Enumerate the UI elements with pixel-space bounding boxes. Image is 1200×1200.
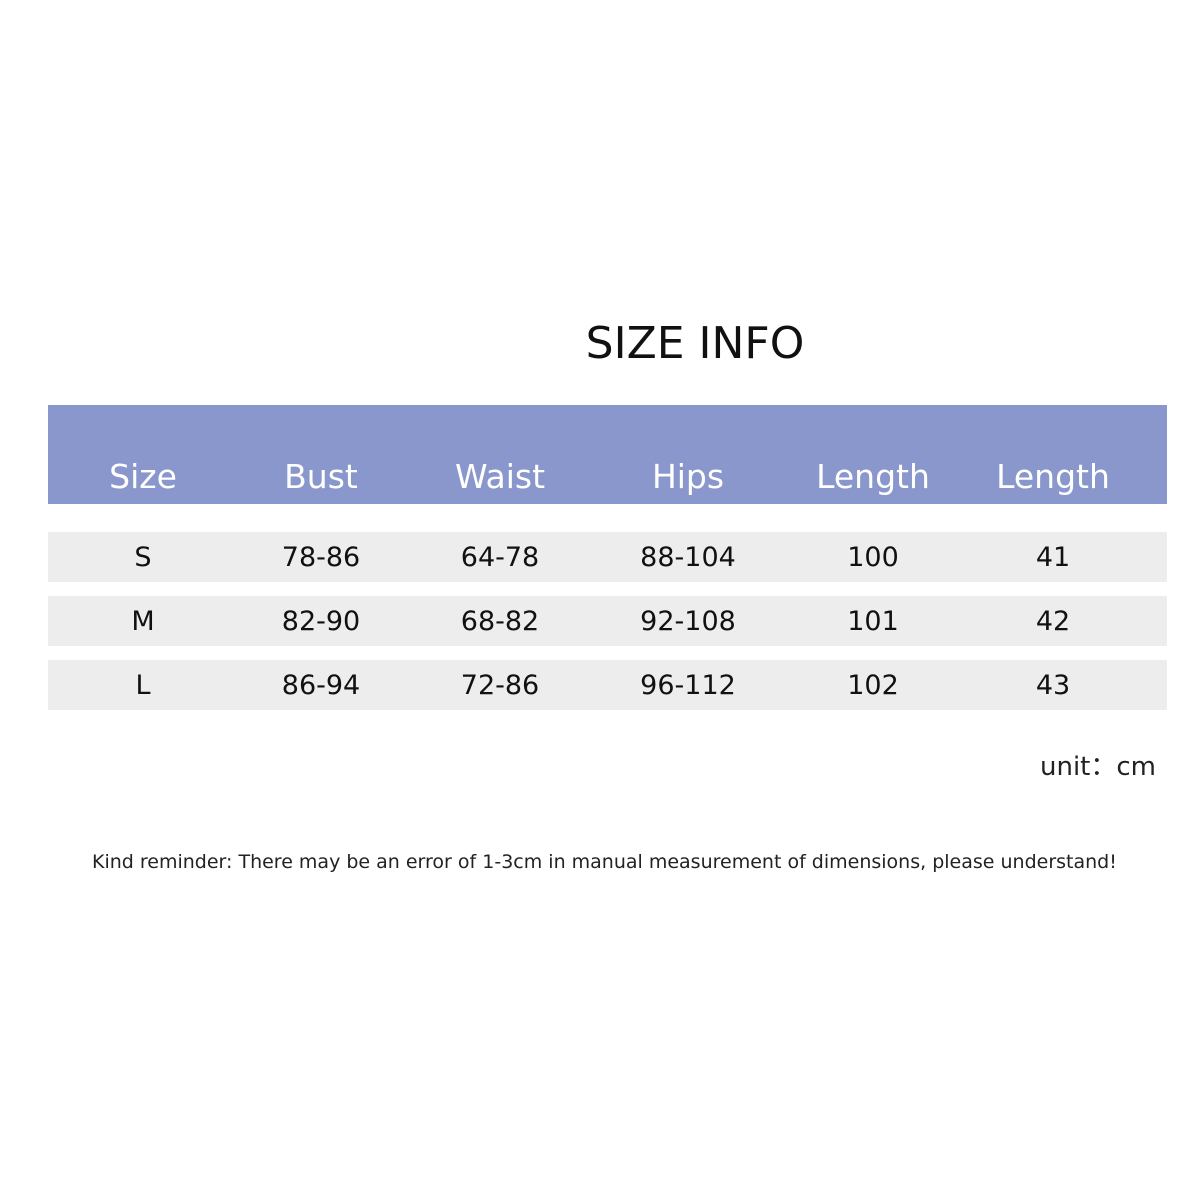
table-cell: 43: [1035, 670, 1071, 701]
title: SIZE INFO: [585, 318, 805, 369]
header-cell: Hips: [651, 457, 725, 496]
table-cell: 41: [1035, 542, 1071, 573]
table-cell: 100: [847, 542, 899, 573]
table-cell: 64-78: [460, 542, 540, 573]
table-row: M 82-90 68-82 92-108 101 42: [48, 596, 1167, 646]
table-cell: M: [131, 606, 155, 637]
unit-note: unit：cm: [1040, 752, 1156, 782]
table-row: S 78-86 64-78 88-104 100 41: [48, 532, 1167, 582]
table-cell: S: [134, 542, 152, 573]
table-cell: 92-108: [640, 606, 736, 637]
header-cell: Length: [816, 457, 930, 496]
table-cell: 42: [1035, 606, 1071, 637]
header-cell: Waist: [454, 457, 546, 496]
reminder: Kind reminder: There may be an error of …: [92, 851, 1117, 873]
table-row: L 86-94 72-86 96-112 102 43: [48, 660, 1167, 710]
header-cell: Size: [109, 457, 177, 496]
table-cell: L: [135, 670, 151, 701]
table-cell: 72-86: [460, 670, 540, 701]
table-cell: 102: [847, 670, 899, 701]
table-cell: 68-82: [460, 606, 540, 637]
table-cell: 82-90: [281, 606, 361, 637]
table-cell: 96-112: [640, 670, 736, 701]
header-cell: Bust: [284, 457, 358, 496]
table-cell: 88-104: [640, 542, 736, 573]
table-cell: 101: [847, 606, 899, 637]
table-cell: 86-94: [281, 670, 361, 701]
header-row: Size Bust Waist Hips Length Length: [48, 405, 1167, 504]
header-cell: Length: [996, 457, 1110, 496]
table-cell: 78-86: [281, 542, 361, 573]
